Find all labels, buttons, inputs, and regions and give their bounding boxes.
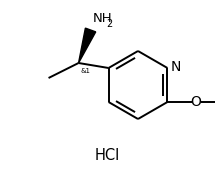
Text: NH: NH [92,12,112,25]
Text: 2: 2 [107,19,113,29]
Text: N: N [170,60,181,74]
Text: O: O [190,95,201,109]
Text: HCl: HCl [94,148,120,162]
Text: &1: &1 [81,68,91,74]
Polygon shape [78,28,96,63]
